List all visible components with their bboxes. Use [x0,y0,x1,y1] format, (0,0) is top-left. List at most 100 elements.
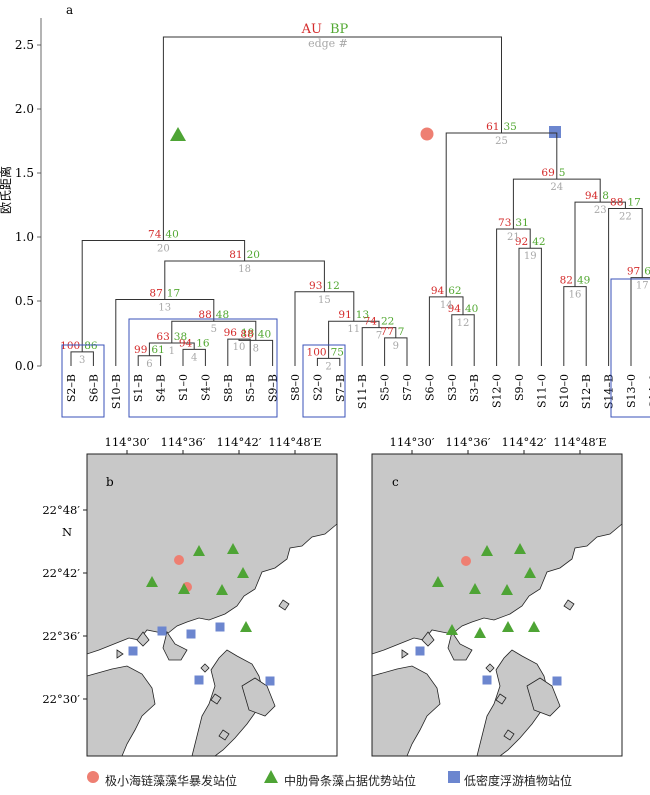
stations-b [128,543,275,686]
station-low-density [128,646,138,656]
legend-dominant-label: 中肋骨条藻占据优势站位 [284,774,417,788]
leaf-labels: S2–B S6–B S10–B S1–B S4–B S1–0 S4–0 S8–B S5–B S9–… [65,374,650,409]
leaf-label: S3–B [468,374,481,402]
lat-label: N [62,525,72,539]
station-bloom [461,556,471,566]
node-edge-label: 17 [636,281,649,292]
station-low-density [157,626,167,636]
station-dominant [237,567,249,578]
station-dominant [474,627,486,638]
node-au-label: 88 [610,197,623,209]
leaf-label: S11–B [356,374,369,409]
station-dominant [216,584,228,595]
lat-label: 22°36′ [42,629,80,643]
station-dominant [240,621,252,632]
node-edge-label: 14 [440,300,453,311]
station-dominant [514,543,526,554]
node-bp-label: 40 [465,303,478,315]
lon-label: 114°30′ [390,435,435,449]
node-au-label: 82 [560,275,573,287]
lon-label: 114°42′ [217,435,262,449]
leaf-label: S2–B [65,374,78,402]
node-bp-label: 62 [448,285,461,297]
node-bp-label: 18 [241,327,254,339]
station-dominant [432,576,444,587]
lat-label: 22°30′ [42,692,80,706]
node-edge-label: 9 [393,341,399,352]
bloom-cluster-circle [420,127,434,141]
node-au-label: 88 [240,328,253,340]
node-au-label: 81 [229,249,242,261]
node-au-label: 74 [148,229,162,241]
node-edge-label: 19 [524,251,537,262]
node-bp-label: 12 [326,280,339,292]
station-dominant [528,621,540,632]
node-bp-label: 35 [504,121,517,133]
station-dominant [502,621,514,632]
station-low-density [215,622,225,632]
station-bloom [174,555,184,565]
leaf-label: S10–0 [558,374,571,408]
node-bp-label: 40 [165,229,178,241]
node-edge-label: 1 [169,346,175,357]
leaf-label: S7–B [334,374,347,402]
node-edge-label: 23 [594,205,607,216]
lon-label: 114°42′ [502,435,547,449]
leaf-label: S5–0 [379,374,392,401]
legend-dominant-triangle [264,770,278,783]
legend-low-label: 低密度浮游植物站位 [464,774,573,788]
leaf-label: S2–0 [311,374,324,401]
leaf-label: S13–0 [625,374,638,408]
node-edge-label: 24 [550,182,563,193]
node-au-label: 77 [380,326,393,338]
station-dominant [446,624,458,635]
edge-legend: edge # [308,37,348,50]
dendrogram-branch [445,132,558,297]
dendrogram-tree [70,36,650,366]
panel-c-label: c [392,475,399,489]
node-au-label: 88 [198,309,211,321]
node-au-label: 94 [179,337,193,349]
station-dominant [481,545,493,556]
station-dominant [227,543,239,554]
node-au-label: 87 [149,287,162,299]
node-au-label: 100 [307,346,327,358]
y-axis: 0.0 0.5 1.0 1.5 2.0 2.5 欧氏距离 [0,18,42,373]
leaf-label: S10–B [110,374,123,409]
node-au-label: 94 [585,190,599,202]
node-au-label: 93 [309,280,322,292]
station-dominant [469,583,481,594]
node-edge-label: 4 [191,352,197,363]
node-edge-label: 15 [318,295,331,306]
cluster-box [610,278,650,418]
node-bp-label: 7 [398,326,405,338]
y-tick-label: 2.0 [15,102,34,116]
node-edge-label: 16 [569,290,582,301]
y-tick-label: 1.5 [15,166,34,180]
leaf-label: S1–B [132,374,145,402]
station-dominant [193,545,205,556]
node-au-label: 96 [224,327,238,339]
au-legend: AU [301,22,322,37]
y-tick-label: 0.5 [15,294,34,308]
node-edge-label: 2 [325,361,331,372]
node-bp-label: 48 [216,309,229,321]
node-bp-label: 17 [167,287,180,299]
panel-b-label: b [106,475,114,489]
y-tick-label: 1.0 [15,230,34,244]
legend-bloom-label: 极小海链藻藻华暴发站位 [105,774,238,788]
y-tick-label: 0.0 [15,359,34,373]
station-dominant [146,576,158,587]
node-au-label: 74 [364,316,378,328]
low-density-cluster-square [549,126,561,138]
station-low-density [194,675,204,685]
node-bp-label: 16 [196,337,210,349]
node-bp-label: 17 [627,197,640,209]
node-edge-label: 18 [238,264,251,275]
node-bp-label: 75 [331,346,344,358]
node-au-label: 69 [541,167,554,179]
node-edge-label: 5 [211,324,217,335]
leaf-label: S4–B [155,374,168,402]
node-edge-label: 20 [157,244,170,255]
